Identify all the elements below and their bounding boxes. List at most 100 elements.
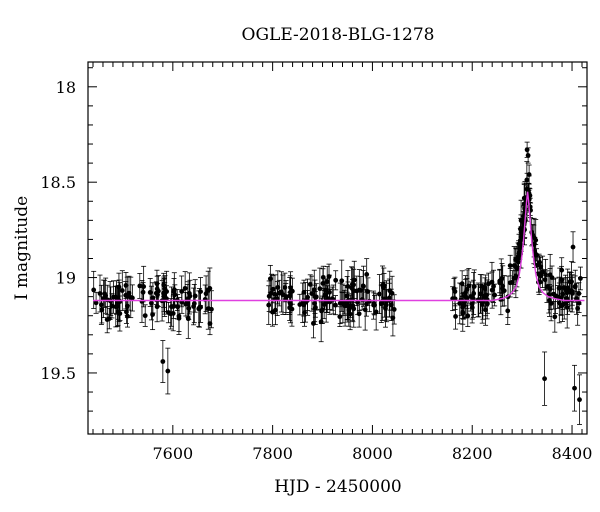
data-point — [313, 283, 319, 311]
data-point — [559, 257, 565, 283]
data-point — [160, 340, 166, 383]
data-point — [320, 268, 326, 299]
data-point — [185, 298, 191, 339]
x-axis-label: HJD - 2450000 — [274, 477, 402, 497]
data-point — [388, 288, 394, 321]
data-point — [345, 287, 351, 323]
data-point — [165, 301, 171, 324]
y-tick-label: 19.5 — [40, 364, 76, 383]
x-tick-label: 8000 — [352, 444, 393, 463]
data-point — [123, 300, 129, 324]
data-point — [307, 274, 313, 295]
data-point — [471, 272, 477, 315]
data-point — [572, 275, 578, 299]
data-point — [191, 284, 197, 324]
data-point — [326, 263, 332, 290]
data-point — [191, 287, 197, 326]
data-point — [311, 269, 317, 310]
data-point — [466, 268, 472, 304]
data-point — [137, 273, 143, 299]
data-point — [460, 295, 466, 319]
data-point — [172, 284, 178, 306]
data-point — [317, 267, 323, 310]
data-point — [123, 281, 129, 310]
data-point — [376, 274, 382, 314]
data-point — [161, 278, 167, 315]
data-point — [542, 269, 548, 291]
data-point — [182, 271, 188, 306]
data-point — [333, 270, 339, 291]
data-point — [287, 294, 293, 321]
data-point — [356, 269, 362, 311]
data-point — [561, 288, 567, 320]
plot-frame — [87, 61, 588, 435]
data-point — [142, 304, 148, 327]
data-point — [266, 285, 272, 325]
data-point — [106, 307, 112, 330]
data-point — [154, 275, 160, 303]
data-point — [150, 282, 156, 314]
data-point — [383, 289, 389, 321]
data-point — [505, 296, 511, 325]
y-tick-label: 18 — [56, 78, 76, 97]
model-curve — [93, 191, 585, 302]
data-point — [282, 272, 288, 303]
y-tick-label: 18.5 — [40, 173, 76, 192]
data-point — [551, 278, 557, 310]
data-point — [103, 277, 109, 314]
plot-area — [91, 141, 585, 425]
x-tick-label: 7800 — [252, 444, 293, 463]
data-point — [347, 298, 353, 331]
data-point — [497, 269, 503, 296]
data-point — [577, 374, 583, 425]
data-point — [97, 274, 103, 313]
data-point — [371, 292, 377, 315]
data-point — [179, 290, 185, 314]
data-point — [457, 282, 463, 325]
data-point — [572, 364, 578, 412]
data-point — [491, 269, 497, 303]
data-point — [203, 275, 209, 312]
data-point — [465, 304, 471, 327]
data-point — [483, 293, 489, 326]
y-axis: 18 18.5 19 19.5 — [40, 67, 587, 412]
data-point — [198, 291, 204, 323]
data-point — [479, 285, 485, 324]
data-point — [119, 270, 125, 311]
data-point — [297, 293, 303, 316]
chart-title: OGLE-2018-BLG-1278 — [242, 25, 435, 45]
data-point — [114, 286, 120, 327]
x-tick-label: 8200 — [452, 444, 493, 463]
data-point — [542, 351, 548, 406]
data-point — [301, 293, 307, 317]
data-point — [570, 231, 576, 263]
data-point — [525, 147, 531, 164]
x-axis: 7600 7800 8000 8200 8400 — [92, 62, 593, 463]
data-point — [128, 276, 134, 319]
data-point — [452, 276, 458, 307]
data-point — [208, 290, 214, 329]
x-tick-label: 8400 — [552, 444, 593, 463]
data-point — [176, 304, 182, 332]
data-point — [362, 288, 368, 331]
data-point — [110, 280, 116, 314]
y-tick-label: 19 — [56, 269, 76, 288]
data-point — [268, 273, 274, 313]
data-point — [147, 278, 153, 307]
data-point — [391, 294, 397, 325]
data-point — [569, 261, 575, 303]
data-point — [463, 275, 469, 318]
data-point — [501, 275, 507, 307]
data-point — [276, 279, 282, 307]
data-point — [547, 268, 553, 311]
data-point — [272, 274, 278, 315]
x-tick-label: 7600 — [152, 444, 193, 463]
data-point — [323, 278, 329, 302]
data-point — [93, 291, 99, 314]
data-point — [453, 303, 459, 330]
y-axis-label: I magnitude — [12, 196, 32, 300]
data-point — [165, 347, 171, 395]
data-point — [526, 164, 532, 185]
data-point — [517, 244, 523, 261]
